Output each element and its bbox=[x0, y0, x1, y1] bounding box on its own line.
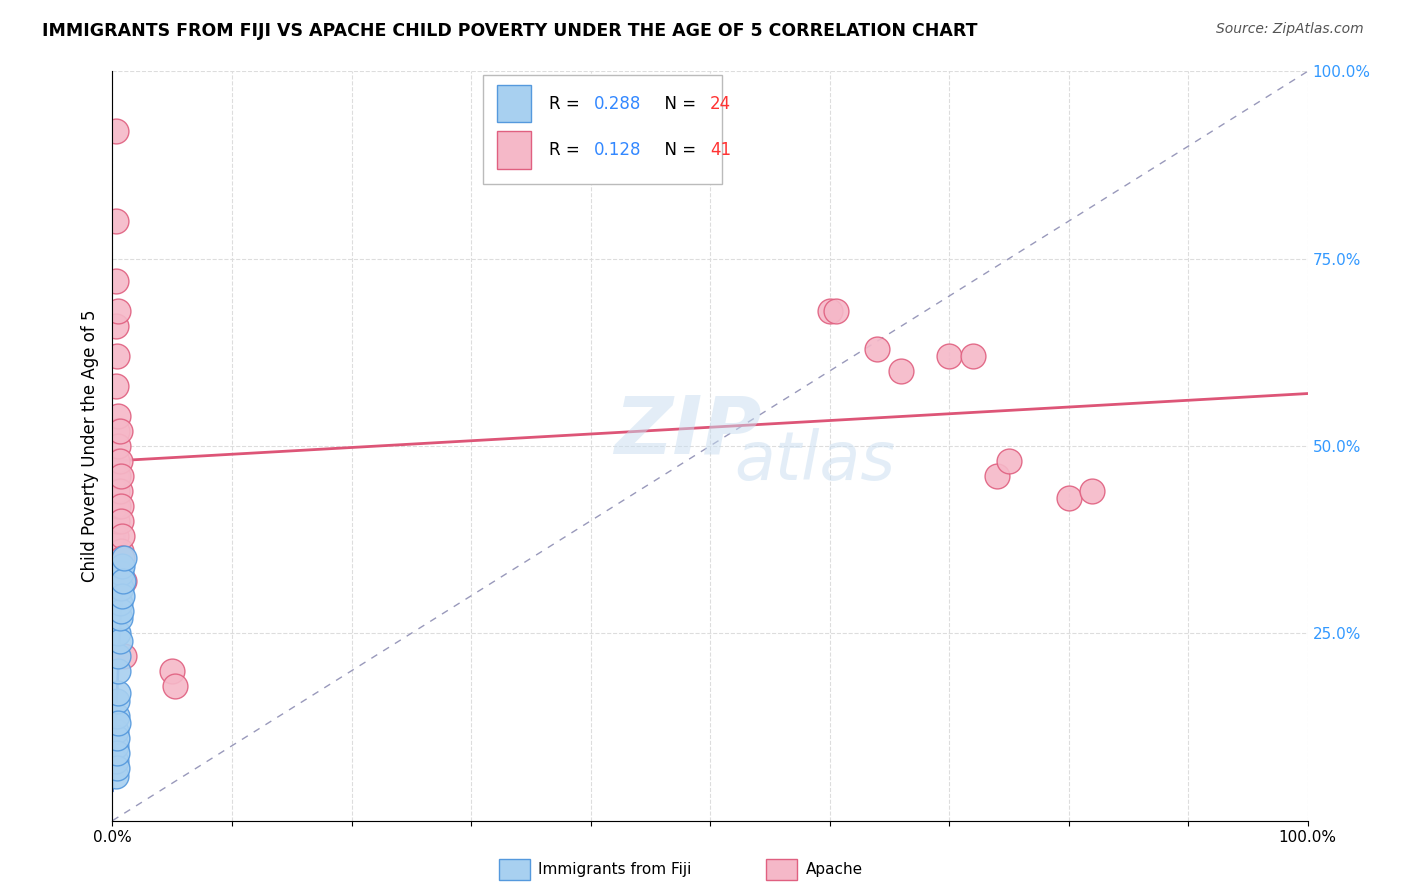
Point bbox=[112, 574, 135, 588]
Point bbox=[105, 739, 128, 753]
Point bbox=[162, 664, 183, 678]
Point bbox=[108, 633, 131, 648]
Point bbox=[105, 319, 128, 334]
Text: atlas: atlas bbox=[734, 428, 896, 494]
Point bbox=[107, 686, 129, 700]
Point bbox=[108, 483, 131, 498]
Point bbox=[1081, 483, 1104, 498]
Point bbox=[110, 582, 132, 596]
Point bbox=[110, 499, 132, 513]
Point bbox=[111, 529, 134, 543]
Point bbox=[962, 349, 984, 363]
Text: N =: N = bbox=[654, 141, 702, 159]
Point bbox=[105, 499, 128, 513]
FancyBboxPatch shape bbox=[498, 131, 531, 169]
Point bbox=[105, 454, 128, 468]
Point bbox=[110, 544, 132, 558]
Text: 0.288: 0.288 bbox=[595, 95, 641, 112]
Point bbox=[818, 304, 841, 318]
Text: 0.128: 0.128 bbox=[595, 141, 641, 159]
Point bbox=[114, 648, 135, 663]
Point bbox=[111, 589, 134, 603]
Point bbox=[105, 379, 128, 393]
Text: 24: 24 bbox=[710, 95, 731, 112]
Text: R =: R = bbox=[548, 141, 585, 159]
Point bbox=[107, 469, 129, 483]
Point bbox=[105, 694, 128, 708]
Point bbox=[938, 349, 960, 363]
Point bbox=[110, 514, 132, 528]
Point bbox=[890, 364, 912, 378]
Point bbox=[998, 454, 1021, 468]
Point bbox=[108, 454, 131, 468]
Point bbox=[110, 469, 132, 483]
Point bbox=[107, 439, 129, 453]
Point bbox=[107, 716, 129, 731]
Point bbox=[105, 746, 128, 760]
Text: ZIP: ZIP bbox=[614, 392, 762, 470]
Point bbox=[108, 611, 131, 625]
Point bbox=[110, 566, 132, 581]
Point bbox=[105, 124, 128, 138]
Point bbox=[105, 214, 128, 228]
FancyBboxPatch shape bbox=[498, 85, 531, 122]
Point bbox=[105, 529, 128, 543]
FancyBboxPatch shape bbox=[499, 859, 530, 880]
Point bbox=[108, 596, 131, 610]
Point bbox=[107, 499, 129, 513]
Point bbox=[105, 708, 128, 723]
Point bbox=[824, 304, 846, 318]
Point bbox=[105, 761, 128, 775]
Point bbox=[105, 469, 128, 483]
Point bbox=[105, 723, 128, 738]
Point bbox=[105, 769, 128, 783]
FancyBboxPatch shape bbox=[766, 859, 797, 880]
Point bbox=[1057, 491, 1080, 506]
Point bbox=[107, 664, 129, 678]
Point bbox=[105, 274, 128, 288]
Point bbox=[105, 514, 128, 528]
Point bbox=[114, 574, 135, 588]
Point bbox=[105, 424, 128, 438]
Point bbox=[107, 648, 129, 663]
Point bbox=[107, 409, 129, 423]
Point bbox=[110, 604, 132, 618]
Point bbox=[111, 551, 134, 566]
FancyBboxPatch shape bbox=[484, 75, 723, 184]
Point bbox=[114, 551, 135, 566]
Point bbox=[107, 304, 129, 318]
Point bbox=[111, 558, 134, 573]
Point bbox=[105, 731, 128, 746]
Text: R =: R = bbox=[548, 95, 585, 112]
Point bbox=[107, 626, 129, 640]
Text: Apache: Apache bbox=[806, 863, 863, 877]
Point bbox=[105, 483, 128, 498]
Point bbox=[105, 754, 128, 768]
Y-axis label: Child Poverty Under the Age of 5: Child Poverty Under the Age of 5 bbox=[80, 310, 98, 582]
Point bbox=[108, 424, 131, 438]
Text: Source: ZipAtlas.com: Source: ZipAtlas.com bbox=[1216, 22, 1364, 37]
Text: IMMIGRANTS FROM FIJI VS APACHE CHILD POVERTY UNDER THE AGE OF 5 CORRELATION CHAR: IMMIGRANTS FROM FIJI VS APACHE CHILD POV… bbox=[42, 22, 977, 40]
Text: Immigrants from Fiji: Immigrants from Fiji bbox=[538, 863, 692, 877]
Text: 41: 41 bbox=[710, 141, 731, 159]
Point bbox=[163, 679, 186, 693]
Text: N =: N = bbox=[654, 95, 702, 112]
Point bbox=[866, 342, 889, 356]
Point bbox=[986, 469, 1008, 483]
Point bbox=[105, 349, 128, 363]
